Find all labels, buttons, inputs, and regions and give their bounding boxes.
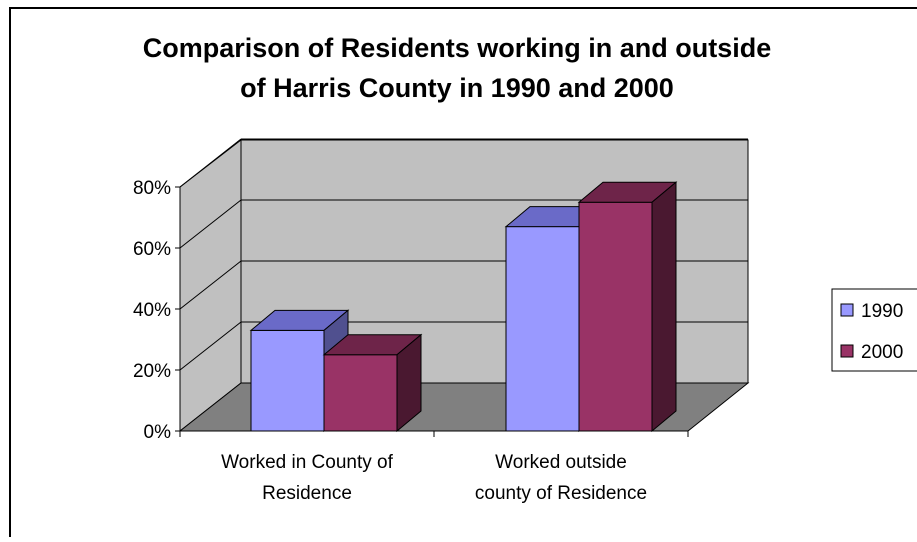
bar-front [505, 226, 580, 432]
y-tick-label: 0% [144, 422, 172, 443]
category-label-1-line-2: Residence [262, 483, 352, 504]
bar-2000-2 [577, 181, 678, 433]
legend-swatch-2000 [840, 344, 854, 358]
legend: 1990 2000 [831, 288, 917, 372]
bar-front [323, 354, 398, 432]
bar-front [250, 329, 325, 432]
legend-swatch-1990 [840, 303, 854, 317]
category-label-2-line-1: Worked outside [495, 452, 627, 473]
legend-label-2000: 2000 [861, 342, 903, 363]
y-axis-ticks: 0% 20% 40% 60% 80% [133, 178, 180, 443]
category-label-2-line-2: county of Residence [475, 483, 647, 504]
bar-front [578, 201, 653, 432]
gridline-side [179, 321, 242, 371]
bars [249, 181, 678, 433]
legend-label-1990: 1990 [861, 301, 903, 322]
chart-title-line-2: of Harris County in 1990 and 2000 [240, 73, 674, 103]
y-tick-label: 80% [133, 178, 171, 199]
gridline-side [179, 138, 242, 188]
gridline-side [179, 260, 242, 310]
y-tick-label: 60% [133, 239, 171, 260]
bar-side [651, 181, 677, 433]
y-tick-label: 20% [133, 361, 171, 382]
category-label-1-line-1: Worked in County of [221, 452, 394, 473]
gridline-side [179, 199, 242, 249]
y-tick-label: 40% [133, 300, 171, 321]
bar-side [396, 333, 422, 433]
chart-title-line-1: Comparison of Residents working in and o… [143, 33, 772, 63]
bar-2000-1 [322, 333, 423, 433]
